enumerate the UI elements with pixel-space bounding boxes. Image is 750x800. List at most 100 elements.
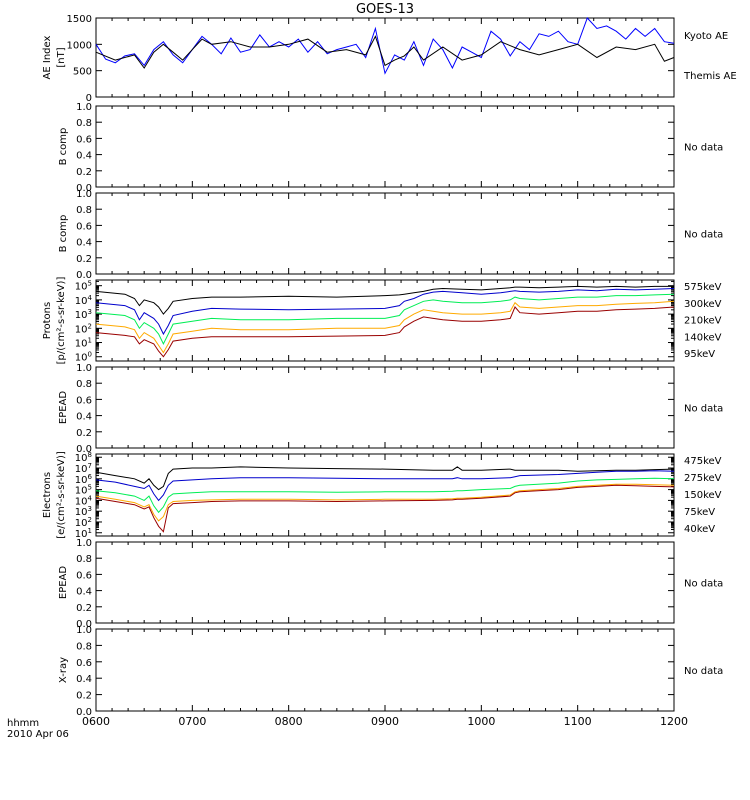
y-axis-label: B comp <box>58 215 69 253</box>
time-axis: 0600 0700 0800 0900 1000 1100 1200 <box>82 715 688 728</box>
y-tick-label: 1.0 <box>76 189 92 200</box>
y-axis-label: AE Index <box>42 35 53 79</box>
y-tick-label: 100 <box>75 351 92 364</box>
y-tick-label: 0.2 <box>76 167 92 178</box>
y-tick-label: 105 <box>75 280 92 293</box>
series-line-210kev <box>95 293 675 346</box>
y-axis-label: EPEAD <box>58 566 69 600</box>
y-tick-label: 1.0 <box>76 102 92 113</box>
y-tick-label: 1.0 <box>76 538 92 549</box>
y-tick-label: 0 <box>86 93 92 104</box>
x-tick-label: 1000 <box>467 715 495 728</box>
series-line-300kev <box>95 300 675 354</box>
y-tick-label: 0.8 <box>76 205 92 216</box>
x-tick-label: 1200 <box>660 715 688 728</box>
y-tick-label: 103 <box>75 505 92 518</box>
series-line-140kev <box>95 288 675 336</box>
y-tick-label: 0.0 <box>76 707 92 718</box>
y-tick-label: 103 <box>75 308 92 321</box>
series-line-75kev <box>95 470 675 502</box>
y-tick-label: 108 <box>75 451 92 464</box>
y-tick-label: 104 <box>75 294 93 307</box>
series-line-themis-ae <box>95 35 675 69</box>
panel-ae: 0 500 1000 1500 AE Index [nT] Kyoto AE Themis A… <box>42 14 737 104</box>
y-tick-label: 0.2 <box>76 254 92 265</box>
panel-epead1: 0.0 0.2 0.4 0.6 0.8 1.0 EPEAD No data <box>58 363 723 455</box>
legend-575kev: 575keV <box>684 282 722 293</box>
y-axis-label: X-ray <box>58 657 69 683</box>
y-tick-label: 0.8 <box>76 379 92 390</box>
y-tick-label: 102 <box>75 322 92 335</box>
series-line-95kev <box>95 285 674 315</box>
y-tick-label: 0.4 <box>76 412 92 423</box>
y-tick-label: 1500 <box>67 14 92 25</box>
y-tick-label: 0.8 <box>76 641 92 652</box>
y-tick-label: 101 <box>75 337 92 350</box>
legend-themis-ae: Themis AE <box>683 71 737 82</box>
y-tick-label: 500 <box>73 67 92 78</box>
panel-b1: 0.0 0.2 0.4 0.6 0.8 1.0 B comp No data <box>58 102 723 194</box>
panel-frame <box>95 105 675 188</box>
legend-95kev: 95keV <box>684 349 715 360</box>
no-data-label: No data <box>684 404 723 415</box>
panel-xray: 0.0 0.2 0.4 0.6 0.8 1.0 X-ray No data <box>58 625 723 718</box>
y-tick-label: 0.2 <box>76 691 92 702</box>
y-tick-label: 0.0 <box>76 183 92 194</box>
legend-475kev: 475keV <box>684 456 722 467</box>
y-tick-label: 106 <box>75 473 93 486</box>
y-tick-label: 107 <box>75 462 92 475</box>
y-axis-label: Electrons <box>42 472 53 518</box>
panel-frame <box>95 279 675 362</box>
y-tick-label: 0.4 <box>76 238 92 249</box>
y-tick-label: 1000 <box>67 40 92 51</box>
time-label: hhmm <box>7 718 39 729</box>
y-tick-label: 0.4 <box>76 674 92 685</box>
date-label: 2010 Apr 06 <box>7 729 69 740</box>
x-tick-label: 0700 <box>178 715 206 728</box>
series-line-275kev <box>95 483 675 522</box>
y-tick-label: 0.4 <box>76 151 92 162</box>
series-line-475kev <box>95 484 675 533</box>
panel-frame <box>95 628 675 712</box>
y-tick-label: 0.2 <box>76 603 92 614</box>
panel-frame <box>95 453 675 537</box>
legend-40kev: 40keV <box>684 524 715 535</box>
y-axis-label: B comp <box>58 128 69 166</box>
y-tick-label: 104 <box>75 494 93 507</box>
y-axis-label: EPEAD <box>58 391 69 425</box>
panels: 0 500 1000 1500 AE Index [nT] Kyoto AE Themis A… <box>42 14 737 718</box>
y-tick-label: 0.0 <box>76 619 92 630</box>
panel-frame <box>95 192 675 275</box>
y-tick-label: 0.6 <box>76 221 92 232</box>
x-tick-label: 1100 <box>564 715 592 728</box>
x-tick-label: 0900 <box>371 715 399 728</box>
y-tick-label: 0.6 <box>76 658 92 669</box>
y-tick-label: 101 <box>75 527 92 540</box>
panel-b2: 0.0 0.2 0.4 0.6 0.8 1.0 B comp No data <box>58 189 723 281</box>
y-tick-label: 0.0 <box>76 270 92 281</box>
panel-frame <box>95 366 675 449</box>
y-axis-unit: [p/(cm²-s-sr-keV)] <box>56 277 67 365</box>
y-tick-label: 0.2 <box>76 428 92 439</box>
y-tick-label: 1.0 <box>76 363 92 374</box>
y-tick-label: 102 <box>75 516 92 529</box>
legend-kyoto-ae: Kyoto AE <box>684 31 728 42</box>
series-line-40kev <box>95 466 675 491</box>
panel-frame <box>95 17 675 98</box>
y-tick-label: 0.6 <box>76 570 92 581</box>
series-line-150kev <box>95 477 675 514</box>
y-axis-label: Protons <box>42 302 53 339</box>
legend-150kev: 150keV <box>684 490 722 501</box>
y-tick-label: 1.0 <box>76 625 92 636</box>
series-line-575kev <box>95 306 675 358</box>
y-tick-label: 0.6 <box>76 134 92 145</box>
figure-title: GOES-13 <box>356 2 414 17</box>
no-data-label: No data <box>684 143 723 154</box>
no-data-label: No data <box>684 579 723 590</box>
x-tick-label: 0600 <box>82 715 110 728</box>
y-tick-label: 105 <box>75 484 92 497</box>
legend-75kev: 75keV <box>684 507 715 518</box>
panel-frame <box>95 541 675 624</box>
